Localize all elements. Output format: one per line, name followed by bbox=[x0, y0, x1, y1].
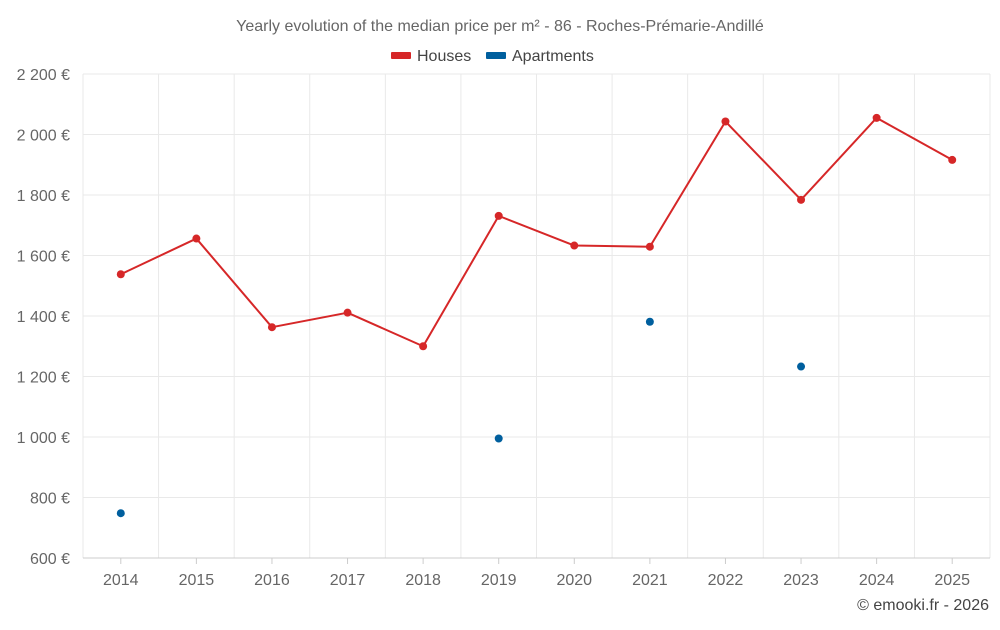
data-point-houses bbox=[570, 241, 579, 250]
x-tick-label: 2017 bbox=[330, 572, 366, 589]
chart-legend: Houses Apartments bbox=[391, 48, 594, 65]
x-tick-label: 2014 bbox=[103, 572, 139, 589]
series-line-houses bbox=[120, 116, 953, 348]
series-houses bbox=[116, 113, 957, 351]
series bbox=[116, 113, 957, 518]
x-tick-label: 2024 bbox=[859, 572, 895, 589]
legend-item-houses[interactable]: Houses bbox=[391, 48, 471, 65]
data-point-apartments bbox=[494, 434, 503, 443]
x-tick-label: 2020 bbox=[556, 572, 592, 589]
data-point-apartments bbox=[645, 317, 654, 326]
grid bbox=[82, 73, 991, 558]
data-point-houses bbox=[267, 323, 276, 332]
y-tick-label: 1 800 € bbox=[17, 188, 70, 205]
y-tick-label: 2 000 € bbox=[17, 128, 70, 145]
x-tick-label: 2021 bbox=[632, 572, 668, 589]
y-tick-label: 600 € bbox=[30, 551, 70, 568]
y-tick-label: 2 200 € bbox=[17, 67, 70, 84]
legend-swatch-apartments bbox=[486, 52, 506, 59]
legend-swatch-houses bbox=[391, 52, 411, 59]
data-point-houses bbox=[797, 195, 806, 204]
legend-label-apartments: Apartments bbox=[512, 48, 594, 65]
series-apartments bbox=[116, 317, 806, 518]
y-tick-label: 1 400 € bbox=[17, 309, 70, 326]
data-point-houses bbox=[721, 117, 730, 126]
data-point-apartments bbox=[797, 362, 806, 371]
x-tick-label: 2015 bbox=[179, 572, 215, 589]
x-tick-label: 2023 bbox=[783, 572, 819, 589]
legend-item-apartments[interactable]: Apartments bbox=[486, 48, 594, 65]
chart-title: Yearly evolution of the median price per… bbox=[236, 18, 764, 35]
data-point-apartments bbox=[116, 509, 125, 518]
data-point-houses bbox=[419, 342, 428, 351]
legend-label-houses: Houses bbox=[417, 48, 471, 65]
x-tick-label: 2018 bbox=[405, 572, 441, 589]
x-tick-label: 2016 bbox=[254, 572, 290, 589]
y-tick-label: 1 600 € bbox=[17, 249, 70, 266]
y-tick-label: 1 000 € bbox=[17, 430, 70, 447]
credit-text: © emooki.fr - 2026 bbox=[857, 597, 989, 614]
data-point-houses bbox=[343, 308, 352, 317]
data-point-houses bbox=[872, 113, 881, 122]
y-tick-label: 800 € bbox=[30, 491, 70, 508]
data-point-houses bbox=[192, 234, 201, 243]
axes: 600 € 800 € 1 000 € 1 200 € 1 400 € 1 600 € 1 … bbox=[17, 67, 990, 589]
data-point-houses bbox=[494, 211, 503, 220]
data-point-houses bbox=[948, 155, 957, 164]
x-tick-label: 2025 bbox=[934, 572, 970, 589]
y-tick-label: 1 200 € bbox=[17, 370, 70, 387]
data-point-houses bbox=[116, 270, 125, 279]
x-tick-label: 2022 bbox=[708, 572, 744, 589]
x-tick-label: 2019 bbox=[481, 572, 517, 589]
data-point-houses bbox=[645, 242, 654, 251]
